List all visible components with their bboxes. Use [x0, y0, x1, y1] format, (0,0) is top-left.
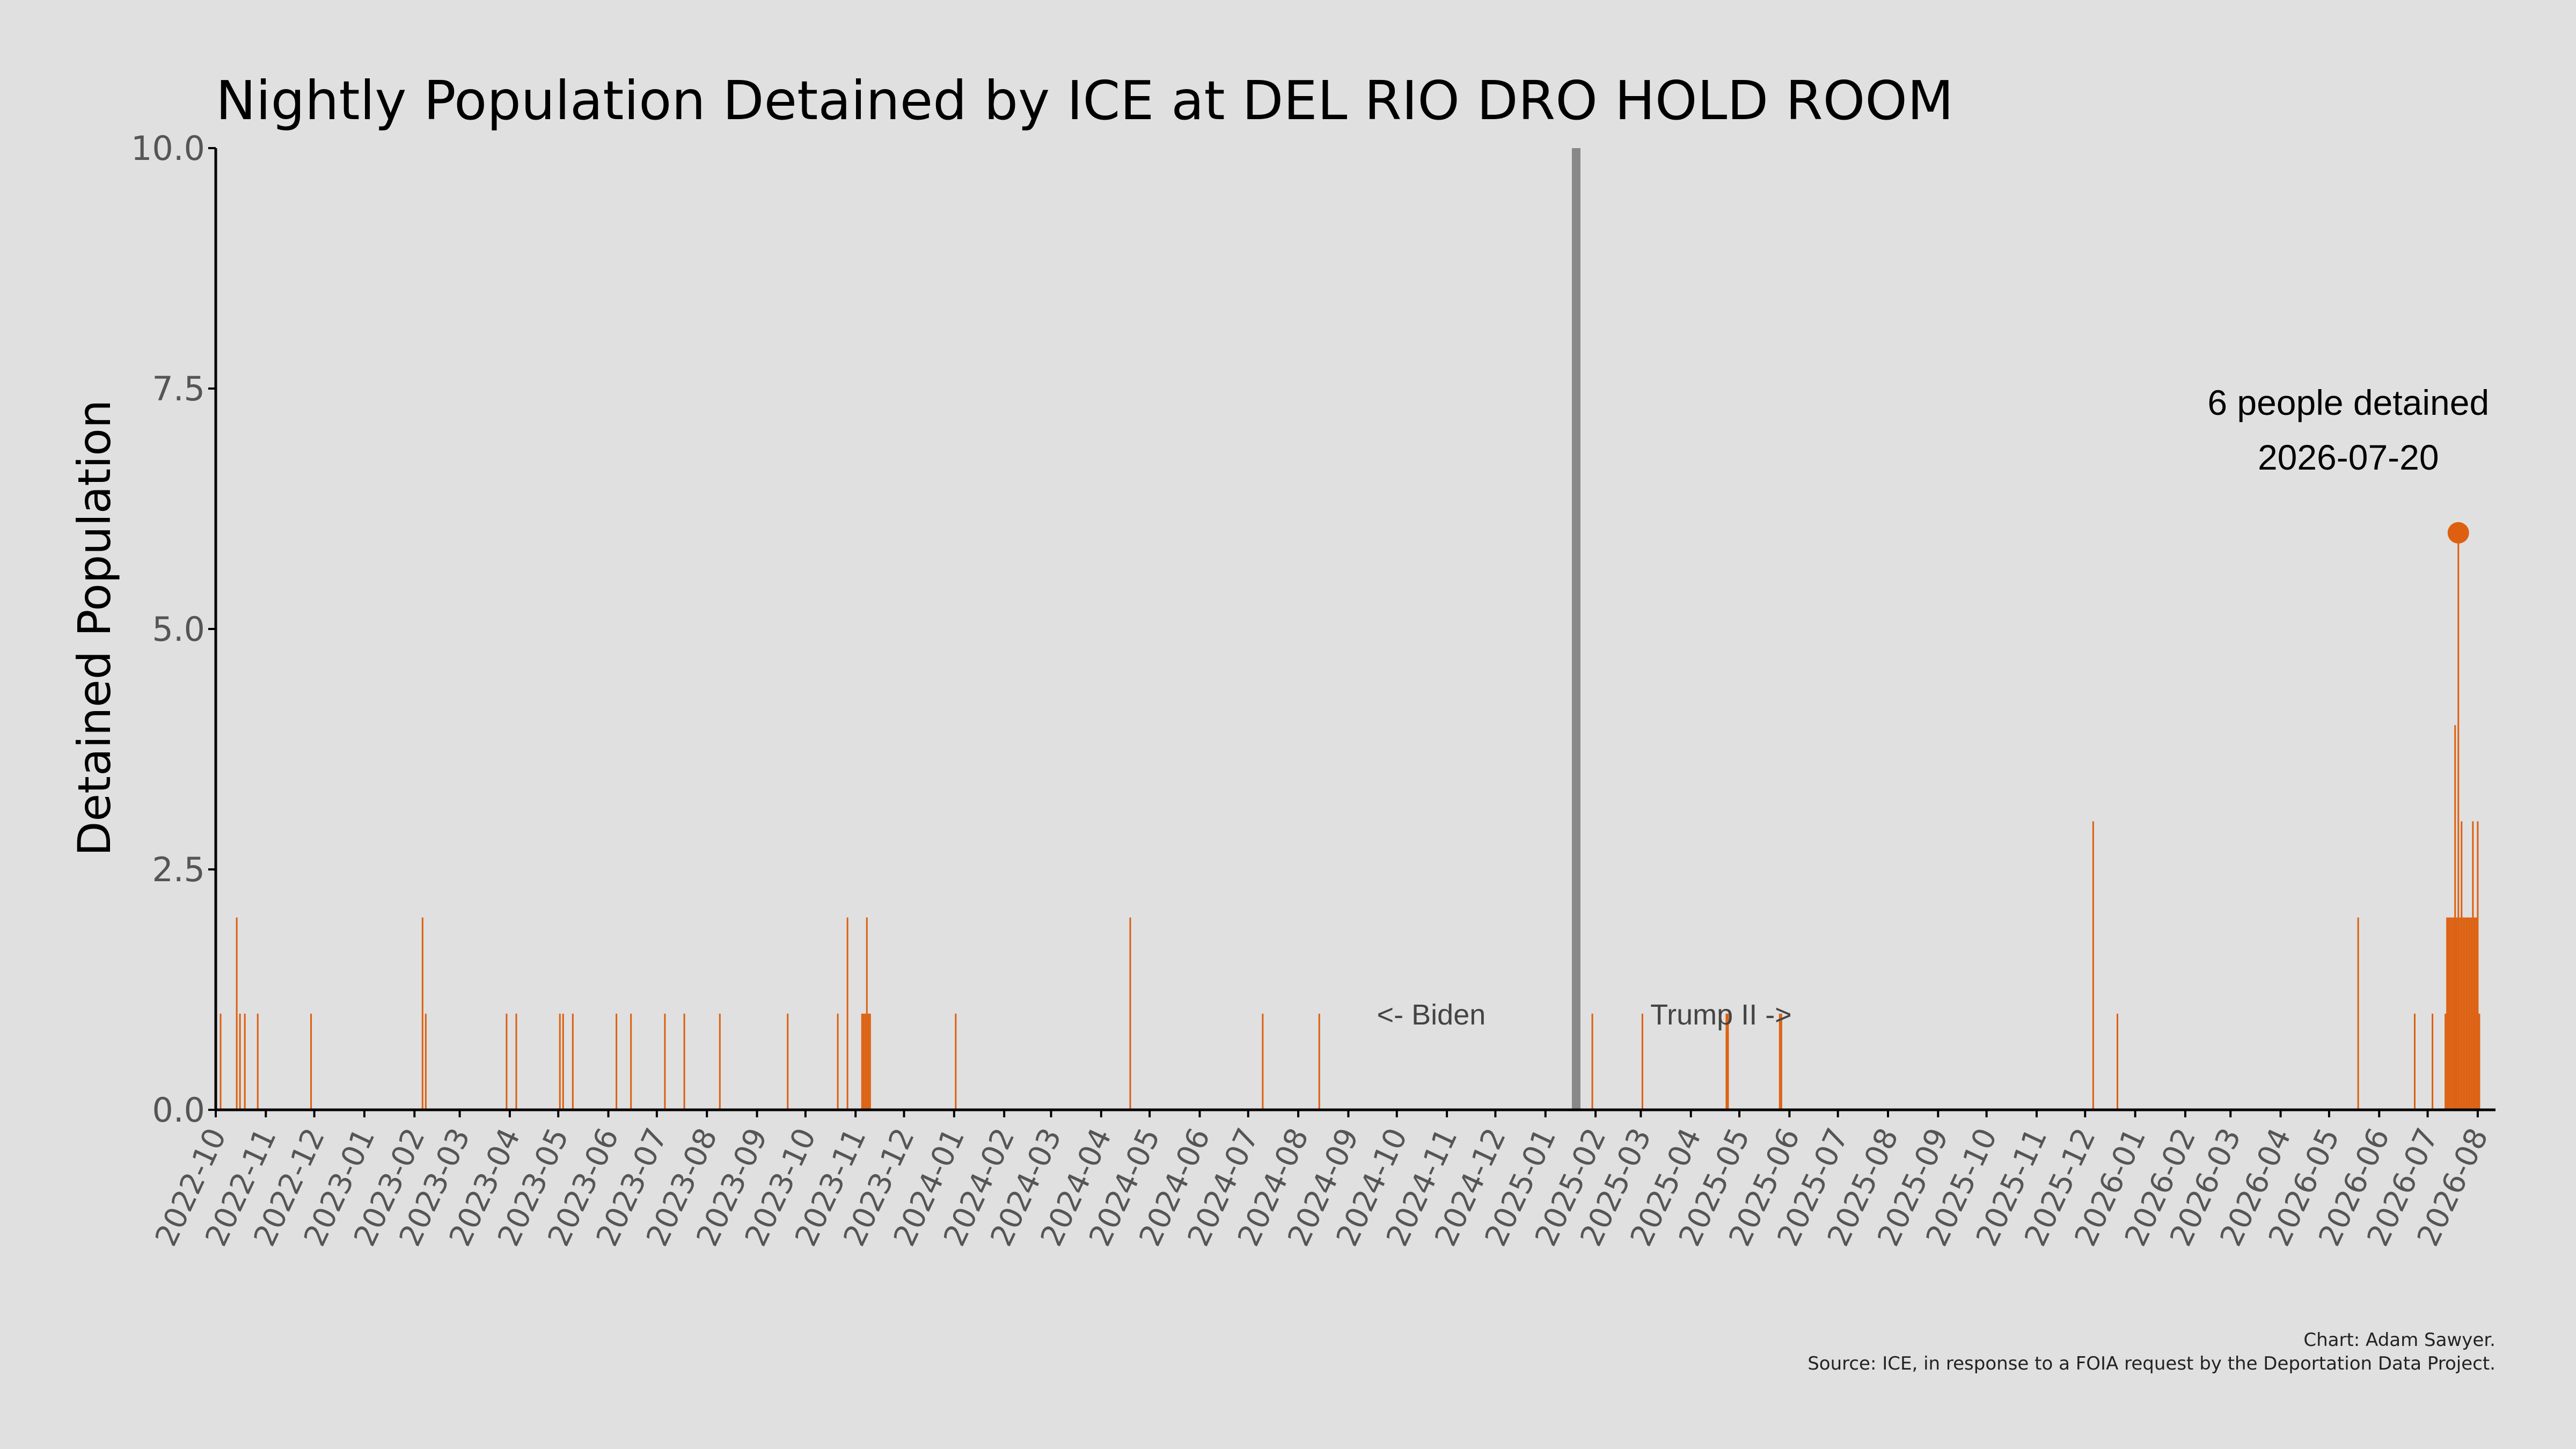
- y-axis-ticks: 0.0 2.5 5.0 7.5 10.0: [131, 129, 216, 1130]
- credit-author: Chart: Adam Sawyer.: [2303, 1329, 2496, 1351]
- bar: [2461, 821, 2463, 1110]
- bar: [2117, 1013, 2119, 1110]
- bar: [866, 917, 868, 1110]
- bar: [2453, 917, 2455, 1110]
- y-tick-label: 0.0: [152, 1091, 205, 1130]
- y-axis-label: Detained Population: [68, 400, 121, 856]
- bar: [630, 1013, 632, 1110]
- peak-marker: [2447, 522, 2469, 544]
- bar: [846, 917, 848, 1110]
- bar: [1780, 1013, 1782, 1110]
- bar: [2462, 917, 2464, 1110]
- bar: [1318, 1013, 1320, 1110]
- era-label-biden: <- Biden: [1377, 999, 1486, 1031]
- bar: [664, 1013, 666, 1110]
- chart-title: Nightly Population Detained by ICE at DE…: [216, 69, 1953, 132]
- bar: [244, 1013, 246, 1110]
- bar: [2470, 917, 2472, 1110]
- bar: [2472, 821, 2474, 1110]
- bar: [2467, 917, 2469, 1110]
- bar: [1591, 1013, 1593, 1110]
- bar: [2092, 821, 2094, 1110]
- bar: [425, 1013, 427, 1110]
- bar: [562, 1013, 564, 1110]
- bar: [955, 1013, 957, 1110]
- bar: [515, 1013, 517, 1110]
- bar: [719, 1013, 721, 1110]
- bar: [1262, 1013, 1264, 1110]
- bar: [1129, 917, 1131, 1110]
- bar: [239, 1013, 241, 1110]
- bar: [2451, 917, 2453, 1110]
- bar: [861, 1013, 863, 1110]
- y-tick-label: 7.5: [152, 369, 205, 408]
- peak-annotation-count: 6 people detained: [2207, 383, 2489, 422]
- bar: [1725, 1013, 1728, 1110]
- credit-source: Source: ICE, in response to a FOIA reque…: [1807, 1353, 2496, 1374]
- bar: [2457, 532, 2460, 1110]
- era-label-trump: Trump II ->: [1650, 999, 1792, 1031]
- bar: [506, 1013, 508, 1110]
- bar: [2475, 917, 2477, 1110]
- bar: [2456, 917, 2458, 1110]
- bar: [2432, 1013, 2434, 1110]
- bar: [2454, 725, 2456, 1110]
- bar: [837, 1013, 839, 1110]
- bar: [862, 1013, 865, 1110]
- bar: [2469, 917, 2471, 1110]
- bar: [2465, 917, 2468, 1110]
- bar: [1641, 1013, 1643, 1110]
- bar: [2478, 1013, 2480, 1110]
- bar: [559, 1013, 561, 1110]
- bar: [2449, 917, 2451, 1110]
- peak-annotation-date: 2026-07-20: [2258, 437, 2439, 477]
- bar: [787, 1013, 789, 1110]
- bar: [864, 1013, 866, 1110]
- bar: [616, 1013, 618, 1110]
- bar: [1779, 1013, 1781, 1110]
- bar: [2413, 1013, 2416, 1110]
- bar: [236, 917, 238, 1110]
- bar: [683, 1013, 685, 1110]
- bar: [2446, 917, 2448, 1110]
- bar: [2357, 917, 2359, 1110]
- bar: [2473, 917, 2476, 1110]
- y-tick-label: 10.0: [131, 129, 205, 168]
- bar-series: [219, 532, 2480, 1110]
- bar: [421, 917, 423, 1110]
- bar: [2445, 1013, 2447, 1110]
- y-tick-label: 5.0: [152, 610, 205, 649]
- bar: [2459, 917, 2461, 1110]
- bar: [867, 1013, 869, 1110]
- bar: [869, 1013, 871, 1110]
- bar: [219, 1013, 222, 1110]
- bar: [2477, 821, 2479, 1110]
- bar: [2448, 917, 2450, 1110]
- bar: [572, 1013, 574, 1110]
- x-axis-ticks: 2022-102022-112022-122023-012023-022023-…: [149, 1110, 2496, 1252]
- bar: [310, 1013, 312, 1110]
- bar: [1727, 1013, 1729, 1110]
- bar: [257, 1013, 259, 1110]
- bar: [2464, 917, 2466, 1110]
- y-tick-label: 2.5: [152, 850, 205, 889]
